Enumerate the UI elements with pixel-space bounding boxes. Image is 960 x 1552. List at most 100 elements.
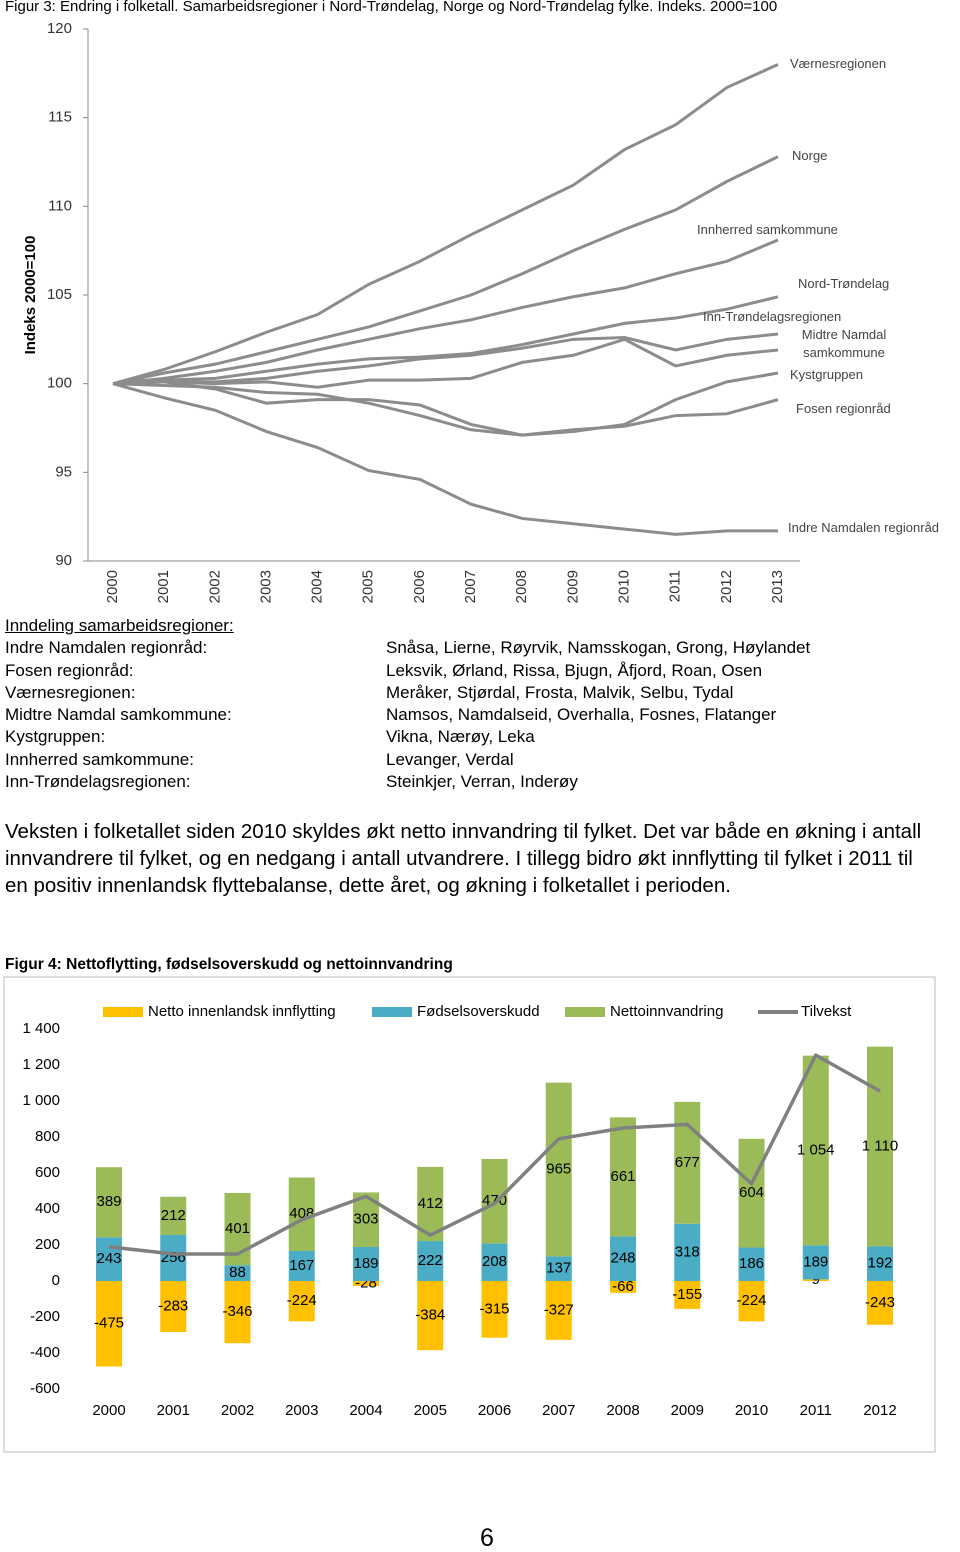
x-tick-label: 2009	[671, 1402, 704, 1419]
line-series	[108, 1053, 881, 1256]
x-tick-label: 2010	[735, 1402, 768, 1419]
bar-segment	[674, 1223, 701, 1281]
data-label: 167	[289, 1257, 314, 1274]
region-name: Innherred samkommune:	[5, 749, 194, 769]
x-tick-label: 2001	[155, 570, 172, 603]
data-label: -224	[287, 1292, 317, 1309]
data-label: 1 110	[862, 1138, 898, 1155]
data-label: 189	[803, 1253, 828, 1270]
x-tick-label: 2000	[92, 1402, 125, 1419]
x-tick-label: 2009	[564, 570, 581, 603]
data-label: -66	[612, 1278, 634, 1295]
bar-segment	[738, 1138, 765, 1248]
x-tick-label: 2003	[285, 1402, 318, 1419]
data-label: -475	[94, 1315, 124, 1332]
region-members: Namsos, Namdalseid, Overhalla, Fosnes, F…	[386, 705, 777, 725]
x-tick-label: 2007	[462, 570, 479, 603]
chart-border	[3, 976, 936, 1453]
y-tick-label: 1 400	[22, 1020, 60, 1037]
series-label: Indre Namdalen regionråd	[788, 520, 940, 535]
x-tick-label: 2002	[206, 570, 223, 603]
bar-segment	[802, 1279, 829, 1281]
legend-swatch	[103, 1007, 143, 1017]
data-label: 137	[546, 1260, 571, 1277]
bar-segment	[867, 1246, 893, 1281]
data-label: 965	[546, 1160, 571, 1177]
x-tick-label: 2008	[606, 1402, 639, 1419]
bar-segment	[96, 1237, 122, 1281]
x-tick-label: 2004	[349, 1402, 382, 1419]
legend-swatch	[372, 1007, 412, 1017]
data-label: 208	[482, 1253, 507, 1270]
x-tick-label: 2002	[221, 1402, 254, 1419]
data-label: 661	[610, 1168, 635, 1185]
data-label: 9	[812, 1271, 820, 1288]
y-tick-label: 600	[35, 1164, 60, 1181]
region-name: Midtre Namdal samkommune:	[5, 705, 232, 725]
bar-segment	[417, 1241, 444, 1281]
bar-segment	[96, 1281, 122, 1367]
data-label: -243	[865, 1294, 895, 1311]
legend-label: Netto innenlandsk innflytting	[148, 1003, 336, 1020]
bar-segment	[802, 1245, 829, 1280]
data-label: 192	[867, 1255, 892, 1272]
series-label: Værnesregionen	[790, 56, 887, 71]
y-tick-label: -200	[30, 1308, 60, 1325]
bar-segment	[96, 1167, 122, 1238]
bar-segment	[288, 1281, 315, 1322]
legend-label: Fødselsoverskudd	[417, 1003, 540, 1020]
series-label: Inn-Trøndelagsregionen	[703, 309, 842, 324]
bar-segment	[545, 1281, 572, 1340]
bar-segment	[160, 1234, 187, 1281]
y-tick-label: -400	[30, 1344, 60, 1361]
region-members: Steinkjer, Verran, Inderøy	[386, 772, 578, 792]
y-tick-label: 105	[47, 286, 72, 303]
bar-segment	[481, 1243, 508, 1281]
data-label: -283	[158, 1297, 188, 1314]
series-label: Midtre Namdal samkommune	[801, 327, 887, 360]
series-line	[112, 155, 779, 386]
y-tick-label: 115	[48, 109, 72, 126]
x-tick-label: 2005	[360, 570, 377, 603]
y-tick-label: 400	[35, 1200, 60, 1217]
bar-segment	[288, 1250, 315, 1281]
y-tick-label: 1 000	[22, 1092, 60, 1109]
x-tick-label: 2001	[157, 1402, 190, 1419]
bar-segment	[417, 1281, 444, 1351]
paragraph: Veksten i folketallet siden 2010 skyldes…	[5, 820, 922, 897]
table-row: Værnesregionen: Meråker, Stjørdal, Frosta…	[5, 682, 733, 704]
y-tick-label: 95	[55, 463, 72, 480]
bar-segment	[353, 1281, 379, 1287]
bar-segment	[674, 1101, 701, 1224]
data-label: 604	[739, 1184, 764, 1201]
figure-caption: Figur 4: Nettoflytting, fødselsoverskudd…	[5, 956, 453, 973]
table-row: Inn-Trøndelagsregionen: Steinkjer, Verran…	[5, 771, 578, 793]
data-label: 222	[418, 1252, 443, 1269]
bar-segment	[610, 1236, 636, 1281]
data-label: 212	[161, 1207, 186, 1224]
data-label: -384	[415, 1307, 445, 1324]
bar-segment	[610, 1281, 636, 1293]
data-label: 243	[96, 1250, 121, 1267]
y-tick-label: 800	[35, 1128, 60, 1145]
data-label: -327	[544, 1301, 574, 1318]
y-tick-label: 0	[52, 1272, 60, 1289]
y-tick-label: 120	[47, 20, 72, 37]
bar-segment	[867, 1046, 893, 1247]
series-label: Fosen regionråd	[796, 401, 891, 416]
data-label: 303	[353, 1211, 378, 1228]
series-line	[112, 371, 779, 437]
region-members: Snåsa, Lierne, Røyrvik, Namsskogan, Gron…	[386, 638, 811, 658]
series-line	[112, 382, 778, 536]
bar-segment	[674, 1281, 701, 1309]
data-label: 401	[225, 1220, 250, 1237]
data-label: 677	[675, 1154, 700, 1171]
data-label: -346	[222, 1303, 252, 1320]
series-label: Nord-Trøndelag	[798, 276, 890, 291]
data-label: 389	[96, 1193, 121, 1210]
bar-segment	[738, 1247, 765, 1281]
region-members: Leksvik, Ørland, Rissa, Bjugn, Åfjord, R…	[386, 660, 763, 680]
x-tick-label: 2010	[616, 570, 633, 603]
region-table: Inndeling samarbeidsregioner: Indre Namd…	[5, 615, 810, 793]
